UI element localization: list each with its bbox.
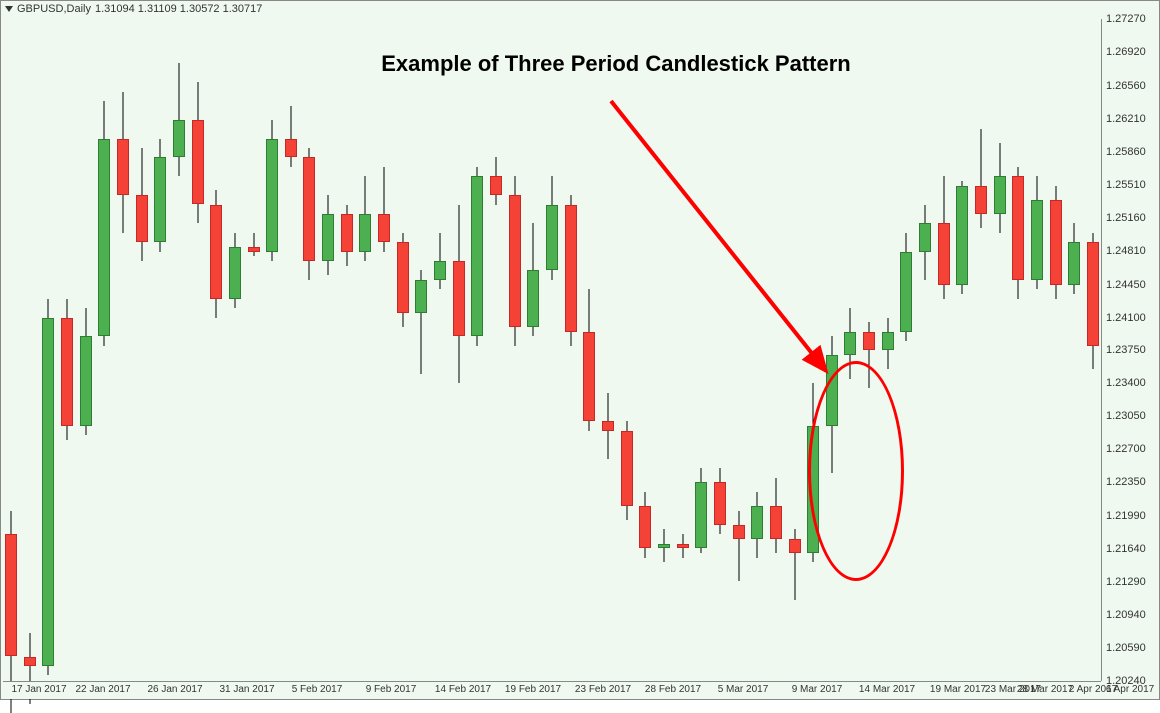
candle[interactable]: [154, 139, 166, 252]
candle[interactable]: [1031, 176, 1043, 289]
y-tick-label: 1.26920: [1106, 46, 1146, 58]
candle[interactable]: [900, 233, 912, 341]
y-tick-label: 1.27270: [1106, 13, 1146, 25]
candle[interactable]: [770, 478, 782, 553]
candle[interactable]: [117, 92, 129, 233]
x-tick-label: 22 Jan 2017: [75, 684, 130, 695]
candle[interactable]: [938, 176, 950, 298]
candle[interactable]: [173, 63, 185, 176]
y-tick-label: 1.22350: [1106, 476, 1146, 488]
y-tick-label: 1.20590: [1106, 642, 1146, 654]
x-tick-label: 14 Mar 2017: [859, 684, 915, 695]
candle[interactable]: [248, 233, 260, 257]
y-tick-label: 1.21640: [1106, 543, 1146, 555]
candle[interactable]: [210, 190, 222, 317]
candle[interactable]: [509, 176, 521, 346]
candle[interactable]: [602, 393, 614, 459]
x-tick-label: 14 Feb 2017: [435, 684, 491, 695]
annotation-title: Example of Three Period Candlestick Patt…: [306, 51, 926, 77]
candle[interactable]: [994, 143, 1006, 232]
x-tick-label: 17 Jan 2017: [11, 684, 66, 695]
candle[interactable]: [546, 176, 558, 280]
candle[interactable]: [882, 318, 894, 370]
symbol-label: GBPUSD,Daily: [17, 3, 91, 15]
x-tick-label: 28 Mar 2017: [1017, 684, 1073, 695]
x-tick-label: 19 Mar 2017: [930, 684, 986, 695]
candle[interactable]: [322, 195, 334, 275]
x-tick-label: 9 Mar 2017: [792, 684, 843, 695]
y-tick-label: 1.21990: [1106, 510, 1146, 522]
chart-header: GBPUSD,Daily 1.31094 1.31109 1.30572 1.3…: [5, 3, 262, 15]
x-tick-label: 9 Feb 2017: [366, 684, 417, 695]
candle[interactable]: [61, 299, 73, 440]
x-axis: 17 Jan 2017 22 Jan 2017 26 Jan 2017 31 Jan …: [3, 681, 1101, 699]
candle[interactable]: [1050, 186, 1062, 299]
x-tick-label: 5 Feb 2017: [292, 684, 343, 695]
y-tick-label: 1.25860: [1106, 146, 1146, 158]
candle[interactable]: [975, 129, 987, 228]
candle[interactable]: [359, 176, 371, 261]
y-tick-label: 1.24450: [1106, 279, 1146, 291]
candle[interactable]: [1087, 233, 1099, 370]
chart-container: GBPUSD,Daily 1.31094 1.31109 1.30572 1.3…: [0, 0, 1160, 700]
candle[interactable]: [621, 421, 633, 520]
candle[interactable]: [789, 529, 801, 600]
candle[interactable]: [733, 511, 745, 582]
candle[interactable]: [1012, 167, 1024, 299]
candle[interactable]: [1068, 223, 1080, 294]
y-tick-label: 1.23050: [1106, 410, 1146, 422]
candle[interactable]: [98, 101, 110, 346]
candle[interactable]: [565, 195, 577, 346]
annotation-ellipse: [808, 361, 904, 581]
dropdown-triangle-icon[interactable]: [5, 6, 13, 12]
x-tick-label: 6 Apr 2017: [1106, 684, 1154, 695]
candle[interactable]: [434, 233, 446, 290]
y-tick-label: 1.25160: [1106, 212, 1146, 224]
candle[interactable]: [80, 308, 92, 435]
y-tick-label: 1.26560: [1106, 80, 1146, 92]
candle[interactable]: [658, 529, 670, 562]
candle[interactable]: [471, 167, 483, 346]
y-axis: 1.272701.269201.265601.262101.258601.255…: [1101, 19, 1159, 681]
y-tick-label: 1.23750: [1106, 344, 1146, 356]
candle[interactable]: [415, 270, 427, 374]
candle[interactable]: [285, 106, 297, 167]
candle[interactable]: [397, 233, 409, 327]
candle[interactable]: [341, 205, 353, 266]
candle[interactable]: [695, 468, 707, 553]
candle[interactable]: [583, 289, 595, 430]
y-tick-label: 1.21290: [1106, 576, 1146, 588]
x-tick-label: 5 Mar 2017: [718, 684, 769, 695]
y-tick-label: 1.26210: [1106, 113, 1146, 125]
candle[interactable]: [229, 233, 241, 308]
y-tick-label: 1.23400: [1106, 377, 1146, 389]
candle[interactable]: [303, 148, 315, 280]
candle[interactable]: [677, 534, 689, 558]
x-tick-label: 23 Feb 2017: [575, 684, 631, 695]
candle[interactable]: [192, 82, 204, 223]
candle[interactable]: [266, 120, 278, 261]
candle[interactable]: [42, 299, 54, 676]
y-tick-label: 1.20940: [1106, 609, 1146, 621]
candle[interactable]: [490, 157, 502, 204]
candle[interactable]: [527, 223, 539, 336]
x-tick-label: 19 Feb 2017: [505, 684, 561, 695]
y-tick-label: 1.22700: [1106, 443, 1146, 455]
x-tick-label: 26 Jan 2017: [147, 684, 202, 695]
candle[interactable]: [378, 167, 390, 252]
candle[interactable]: [919, 205, 931, 280]
y-tick-label: 1.24810: [1106, 245, 1146, 257]
y-tick-label: 1.24100: [1106, 312, 1146, 324]
x-tick-label: 31 Jan 2017: [219, 684, 274, 695]
plot-area[interactable]: [3, 19, 1101, 681]
y-tick-label: 1.25510: [1106, 179, 1146, 191]
candle[interactable]: [714, 468, 726, 534]
candle[interactable]: [136, 148, 148, 261]
candle[interactable]: [639, 492, 651, 558]
ohlc-label: 1.31094 1.31109 1.30572 1.30717: [95, 3, 262, 15]
candle[interactable]: [751, 492, 763, 558]
candle[interactable]: [956, 181, 968, 294]
x-tick-label: 28 Feb 2017: [645, 684, 701, 695]
candle[interactable]: [453, 205, 465, 384]
